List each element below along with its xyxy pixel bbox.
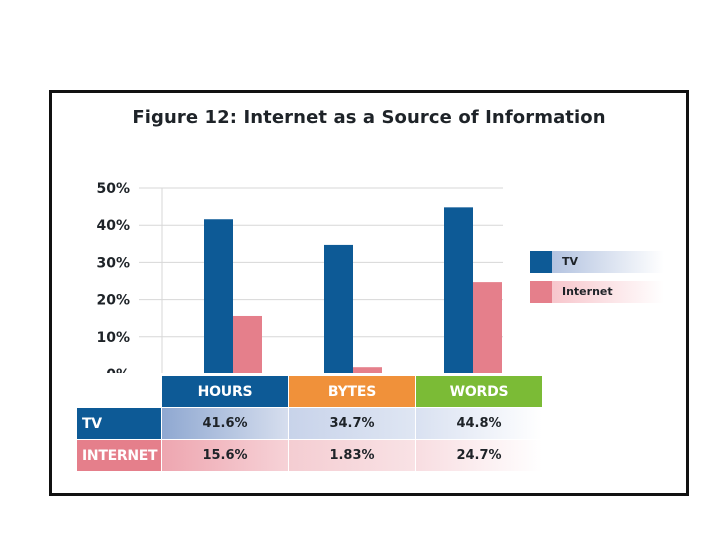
data-table: HOURS BYTES WORDS TV 41.6% 34.7% 44.8% I… xyxy=(77,376,543,472)
legend-label-tv: TV xyxy=(562,255,579,268)
column-header-words: WORDS xyxy=(416,376,542,407)
bar-tv-hours xyxy=(204,219,233,373)
legend-band-tv xyxy=(552,251,664,273)
table-cell: 1.83% xyxy=(289,440,415,471)
bar-internet-hours xyxy=(233,315,262,373)
bar-tv-words xyxy=(444,207,473,373)
legend-swatch-tv xyxy=(530,251,552,273)
bar-tv-bytes xyxy=(324,244,353,373)
legend: TV Internet xyxy=(530,251,664,311)
row-label-internet: INTERNET xyxy=(77,440,161,471)
legend-label-internet: Internet xyxy=(562,285,613,298)
table-row-internet: INTERNET 15.6% 1.83% 24.7% xyxy=(77,440,543,471)
y-tick-label: 20% xyxy=(96,293,130,309)
legend-item-tv: TV xyxy=(530,251,664,273)
bar-internet-bytes xyxy=(353,367,382,373)
table-header-row: HOURS BYTES WORDS xyxy=(77,376,543,407)
table-cell: 15.6% xyxy=(162,440,288,471)
table-cell: 44.8% xyxy=(416,408,542,439)
bar-chart-plot: 0% 10% 20% 30% 40% 50% xyxy=(96,181,503,373)
table-cell: 24.7% xyxy=(416,440,542,471)
legend-swatch-internet xyxy=(530,281,552,303)
table-corner xyxy=(77,376,162,407)
legend-band-internet xyxy=(552,281,664,303)
y-tick-label: 40% xyxy=(96,218,130,234)
column-header-hours: HOURS xyxy=(162,376,288,407)
y-tick-label: 10% xyxy=(96,330,130,346)
y-tick-label: 30% xyxy=(96,255,130,271)
y-tick-label: 0% xyxy=(106,367,130,373)
table-row-tv: TV 41.6% 34.7% 44.8% xyxy=(77,408,543,439)
bar-internet-words xyxy=(473,282,502,373)
y-tick-label: 50% xyxy=(96,181,130,197)
table-cell: 34.7% xyxy=(289,408,415,439)
row-label-tv: TV xyxy=(77,408,161,439)
column-header-bytes: BYTES xyxy=(289,376,415,407)
figure-frame: Figure 12: Internet as a Source of Infor… xyxy=(49,90,689,496)
legend-item-internet: Internet xyxy=(530,281,664,303)
chart-title: Figure 12: Internet as a Source of Infor… xyxy=(132,107,606,128)
table-cell: 41.6% xyxy=(162,408,288,439)
